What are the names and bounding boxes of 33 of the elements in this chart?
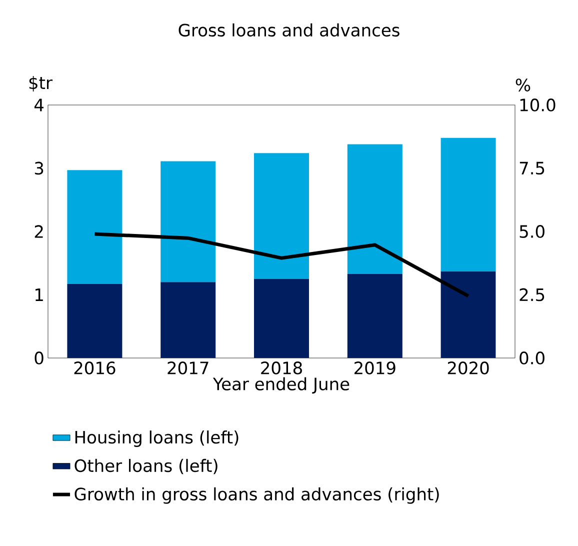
bar [160,282,216,358]
bar [440,271,496,358]
legend-label: Housing loans (left) [75,430,238,447]
x-tick-label: 2017 [168,362,208,374]
bar [160,161,216,282]
y2-tick-label: 10.0 [520,98,556,112]
y-tick-label: 1 [36,288,43,301]
bar [440,138,496,272]
y-tick-label: 4 [34,98,44,112]
bar [254,153,309,279]
bar [347,274,402,358]
chart-title: Gross loans and advances [178,23,400,37]
y2-axis-title: % [516,78,530,92]
y2-tick-label: 0.0 [520,352,544,364]
y2-tick-label: 7.5 [520,162,544,175]
bar [67,284,122,358]
x-axis-title: Year ended June [212,377,350,394]
y-tick-label: 2 [34,225,43,238]
x-tick-label: 2020 [448,362,489,374]
y-tick-label: 0 [34,352,44,364]
bar [254,278,309,358]
bar [347,144,402,274]
x-tick-label: 2019 [354,362,396,374]
bar [67,170,122,284]
legend-label: Other loans (left) [74,458,218,474]
x-tick-label: 2018 [261,362,302,374]
line-series [92,232,470,298]
y2-tick-label: 5.0 [520,225,544,238]
y-axis-title: $tr [29,76,52,92]
legend-label: Growth in gross loans and advances (right) [74,487,439,504]
x-tick-label: 2016 [74,362,116,374]
y-tick-label: 3 [34,162,44,175]
y2-tick-label: 2.5 [520,288,544,302]
